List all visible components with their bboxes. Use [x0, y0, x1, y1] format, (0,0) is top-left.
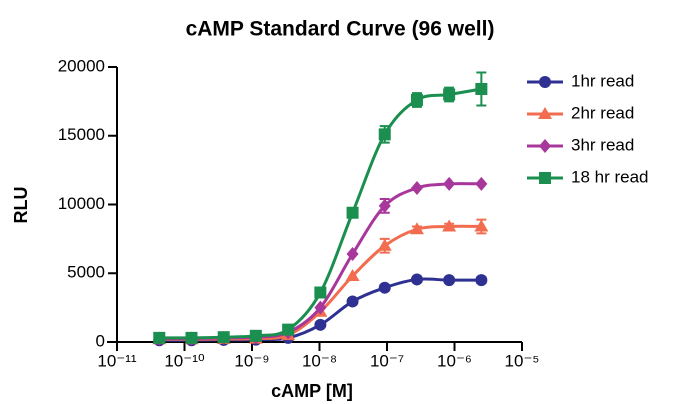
- point: [410, 181, 423, 195]
- x-tick-label: 10⁻¹⁰: [164, 351, 205, 370]
- point: [378, 198, 391, 213]
- point: [377, 238, 392, 251]
- point: [217, 331, 230, 344]
- point: [185, 331, 198, 344]
- x-tick-label: 10⁻⁸: [302, 351, 337, 370]
- y-axis-label: RLU: [11, 187, 31, 224]
- legend-label: 18 hr read: [571, 167, 649, 186]
- x-tick-label: 10⁻⁷: [370, 351, 404, 370]
- legend-marker: [539, 172, 551, 184]
- point: [409, 222, 424, 235]
- y-tick-label: 0: [96, 331, 105, 350]
- legend-marker: [539, 76, 551, 88]
- point: [282, 323, 295, 336]
- point: [443, 274, 456, 287]
- point: [346, 247, 359, 261]
- y-tick-label: 20000: [58, 56, 105, 75]
- x-tick-label: 10⁻⁹: [234, 351, 269, 370]
- legend-marker: [539, 139, 551, 153]
- x-tick-label: 10⁻¹¹: [97, 351, 137, 370]
- y-tick-label: 5000: [67, 263, 105, 282]
- point: [410, 94, 423, 106]
- point: [378, 281, 391, 294]
- point: [314, 300, 327, 315]
- y-tick-label: 10000: [58, 194, 105, 213]
- y-tick-label: 15000: [58, 125, 105, 144]
- chart-title: cAMP Standard Curve (96 well): [186, 18, 495, 41]
- x-tick-label: 10⁻⁵: [505, 351, 540, 370]
- point: [442, 219, 457, 232]
- point: [314, 286, 327, 299]
- point: [410, 273, 423, 286]
- point: [443, 176, 456, 191]
- point: [475, 274, 488, 287]
- point: [346, 295, 359, 308]
- point: [346, 206, 359, 219]
- point: [378, 128, 391, 141]
- point: [443, 88, 456, 101]
- x-tick-label: 10⁻⁶: [437, 351, 472, 370]
- point: [345, 269, 360, 281]
- point: [475, 83, 488, 95]
- x-axis-label: cAMP [M]: [271, 381, 353, 401]
- point: [249, 329, 262, 342]
- series-line: [159, 87, 482, 340]
- legend-label: 3hr read: [571, 135, 634, 154]
- point: [474, 219, 489, 232]
- point: [475, 176, 488, 191]
- point: [314, 318, 327, 331]
- legend-marker: [538, 107, 552, 119]
- point: [153, 331, 166, 344]
- legend-label: 2hr read: [571, 103, 634, 122]
- legend-label: 1hr read: [571, 71, 634, 90]
